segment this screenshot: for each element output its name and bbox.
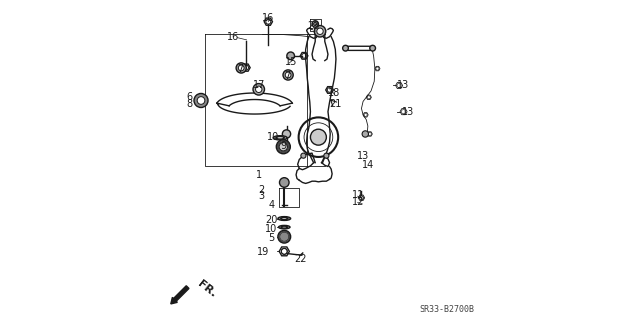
Ellipse shape <box>281 218 288 219</box>
Text: 15: 15 <box>285 57 298 67</box>
Circle shape <box>314 22 317 26</box>
Text: 9: 9 <box>280 141 286 151</box>
Text: SR33-B2700B: SR33-B2700B <box>420 305 475 314</box>
Circle shape <box>370 45 376 51</box>
Text: 22: 22 <box>294 254 307 264</box>
Text: 7: 7 <box>284 71 291 81</box>
Circle shape <box>301 153 306 158</box>
Circle shape <box>276 140 291 154</box>
Text: 19: 19 <box>257 247 269 257</box>
Circle shape <box>279 143 287 151</box>
Circle shape <box>238 65 244 71</box>
Text: 20: 20 <box>266 215 278 225</box>
Text: 6: 6 <box>187 92 193 102</box>
Circle shape <box>285 72 291 78</box>
Circle shape <box>314 26 326 37</box>
Circle shape <box>287 52 294 60</box>
Circle shape <box>194 93 208 108</box>
Text: 13: 13 <box>402 107 414 117</box>
Circle shape <box>197 97 205 104</box>
Text: 13: 13 <box>357 151 369 161</box>
Circle shape <box>253 84 264 95</box>
Circle shape <box>283 70 293 80</box>
Text: 8: 8 <box>187 99 193 109</box>
Ellipse shape <box>276 137 284 139</box>
Circle shape <box>324 153 329 158</box>
Text: 12: 12 <box>351 197 364 207</box>
Circle shape <box>317 28 323 34</box>
Text: 1: 1 <box>257 170 262 180</box>
Text: 4: 4 <box>268 200 275 210</box>
Text: 3: 3 <box>259 191 264 201</box>
Ellipse shape <box>278 226 290 229</box>
Text: 10: 10 <box>268 132 280 142</box>
Text: 23: 23 <box>307 21 320 31</box>
Text: 13: 13 <box>397 79 409 90</box>
Ellipse shape <box>278 217 291 220</box>
Circle shape <box>282 130 291 138</box>
Circle shape <box>317 29 323 35</box>
Text: 14: 14 <box>362 160 374 170</box>
Text: 5: 5 <box>268 233 275 243</box>
FancyArrow shape <box>171 286 189 304</box>
Circle shape <box>255 86 262 93</box>
Text: 7: 7 <box>237 63 243 74</box>
Text: FR.: FR. <box>196 278 218 299</box>
Text: 11: 11 <box>351 190 364 200</box>
Circle shape <box>312 21 319 27</box>
Ellipse shape <box>281 226 287 228</box>
Circle shape <box>342 45 348 51</box>
Circle shape <box>280 178 289 187</box>
Text: 16: 16 <box>262 12 274 23</box>
Circle shape <box>362 131 369 137</box>
Text: 21: 21 <box>329 99 342 109</box>
Text: 10: 10 <box>266 224 278 234</box>
Circle shape <box>278 230 291 243</box>
Text: 17: 17 <box>253 79 265 90</box>
Circle shape <box>236 63 246 73</box>
Text: 2: 2 <box>258 185 264 195</box>
Circle shape <box>310 129 326 145</box>
Text: 16: 16 <box>227 32 239 42</box>
Ellipse shape <box>273 136 287 140</box>
Text: 18: 18 <box>328 87 340 98</box>
